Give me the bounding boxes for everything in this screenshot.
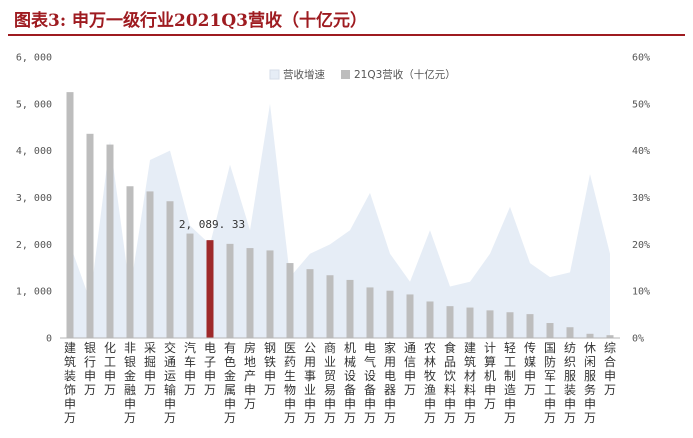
revenue-bar [86, 133, 94, 338]
x-category-label: 公用事业申万 [304, 341, 316, 425]
legend-swatch-revenue [341, 70, 350, 79]
x-category-label: 传媒申万 [524, 340, 536, 397]
revenue-bar [186, 233, 194, 338]
x-category-label: 农林牧渔申万 [424, 341, 436, 425]
x-category-label: 采掘申万 [144, 341, 156, 397]
revenue-bar [546, 323, 554, 338]
y-left-tick-label: 5, 000 [16, 99, 52, 110]
revenue-bar [526, 314, 534, 338]
x-category-label: 交通运输申万 [164, 340, 176, 425]
revenue-bar [366, 287, 374, 338]
y-right-tick-label: 50% [632, 99, 650, 110]
revenue-bar [226, 243, 234, 338]
x-category-label: 纺织服装申万 [564, 341, 576, 425]
revenue-bar [326, 275, 334, 338]
revenue-bar [466, 307, 474, 338]
legend-label-revenue: 21Q3营收（十亿元） [354, 68, 456, 81]
x-category-label: 机械设备申万 [344, 341, 356, 425]
x-category-label: 汽车申万 [184, 340, 196, 397]
revenue-bar [586, 333, 594, 338]
revenue-bar [306, 269, 314, 338]
x-category-label: 化工申万 [104, 341, 116, 397]
y-right-tick-label: 10% [632, 287, 650, 298]
x-category-label: 电子申万 [204, 341, 216, 397]
figure-header: 图表3: 申万一级行业2021Q3营收（十亿元） [8, 0, 685, 36]
x-category-label: 建筑材料申万 [464, 341, 476, 425]
legend-swatch-growth [269, 69, 280, 80]
x-category-label: 有色金属申万 [224, 341, 236, 425]
revenue-bar [566, 327, 574, 338]
growth-area-layer [70, 103, 610, 338]
revenue-bar [446, 306, 454, 338]
x-category-label: 国防军工申万 [544, 341, 556, 425]
x-category-label: 非银金融申万 [124, 341, 136, 425]
growth-rate-area [70, 103, 610, 338]
revenue-bar [606, 335, 614, 338]
revenue-bar [486, 310, 494, 338]
figure-title: 图表3: 申万一级行业2021Q3营收（十亿元） [14, 11, 367, 31]
bar-layer [66, 92, 614, 338]
y-left-tick-label: 1, 000 [16, 287, 52, 298]
revenue-bar [346, 279, 354, 338]
revenue-bar [266, 250, 274, 338]
y-right-tick-label: 60% [632, 53, 650, 64]
x-category-label: 房地产申万 [244, 340, 256, 411]
revenue-bar [66, 92, 74, 338]
y-right-tick-label: 40% [632, 146, 650, 157]
bar-data-label: 2, 089. 33 [179, 218, 245, 231]
revenue-bar [206, 240, 214, 338]
axis-layer: 0 1, 000 2, 000 3, 000 4, 000 5, 000 6, 000 0% 1… [16, 53, 650, 426]
revenue-bar [506, 312, 514, 338]
x-category-label: 轻工制造申万 [504, 341, 516, 425]
revenue-bar [166, 201, 174, 338]
label-layer: 2, 089. 33 [179, 218, 245, 231]
x-category-label: 电气设备申万 [364, 341, 376, 425]
x-category-label: 家用电器申万 [384, 340, 396, 425]
x-category-label: 通信申万 [404, 341, 416, 397]
revenue-bar [126, 186, 134, 338]
y-left-tick-label: 0 [46, 334, 52, 345]
y-right-tick-label: 30% [632, 193, 650, 204]
x-category-label: 医药生物申万 [284, 341, 296, 425]
revenue-bar [106, 144, 114, 338]
x-category-label: 综合申万 [604, 341, 616, 397]
revenue-bar [286, 263, 294, 338]
x-category-label: 建筑装饰申万 [64, 341, 76, 425]
x-category-label: 银行申万 [84, 341, 96, 397]
revenue-bar [426, 301, 434, 338]
revenue-bar [406, 294, 414, 338]
x-category-label: 休闲服务申万 [584, 341, 596, 425]
revenue-bar [146, 191, 154, 338]
x-category-label: 食品饮料申万 [444, 340, 456, 425]
y-right-tick-label: 0% [632, 334, 644, 345]
x-category-label: 钢铁申万 [264, 341, 276, 397]
x-category-label: 商业贸易申万 [324, 340, 336, 425]
y-left-tick-label: 2, 000 [16, 240, 52, 251]
y-right-tick-label: 20% [632, 240, 650, 251]
y-left-tick-label: 6, 000 [16, 53, 52, 64]
y-left-tick-label: 4, 000 [16, 146, 52, 157]
legend-label-growth: 营收增速 [283, 68, 325, 81]
y-left-tick-label: 3, 000 [16, 193, 52, 204]
revenue-bar [246, 248, 254, 338]
revenue-bar [386, 290, 394, 338]
legend: 营收增速 21Q3营收（十亿元） [269, 68, 456, 81]
x-category-label: 计算机申万 [484, 341, 496, 411]
